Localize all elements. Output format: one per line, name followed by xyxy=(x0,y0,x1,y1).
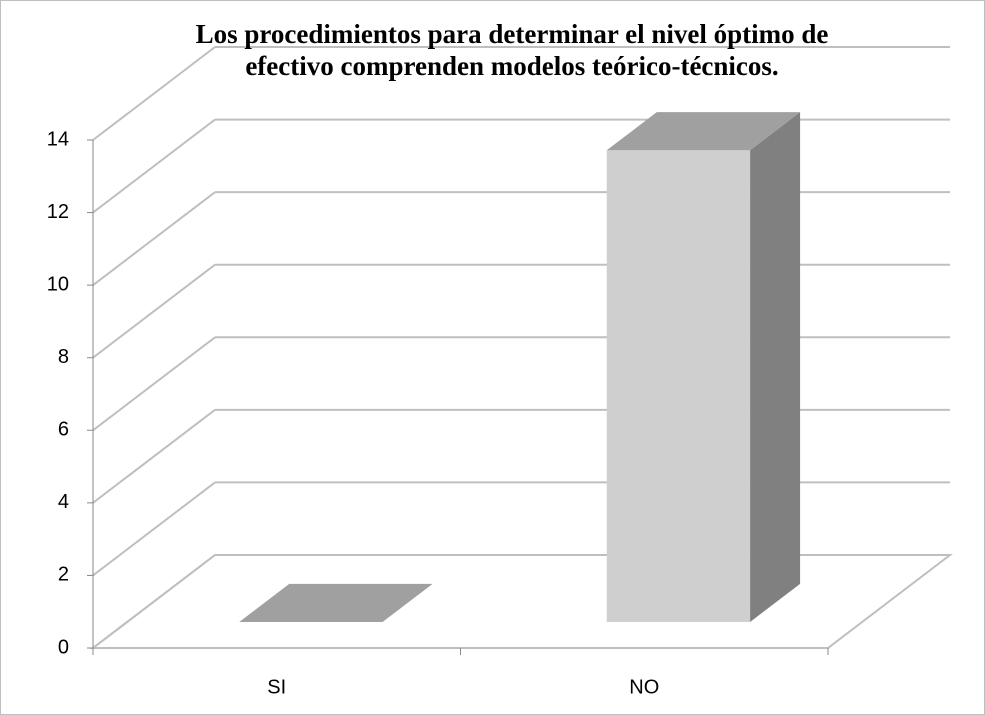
grid-line-side xyxy=(92,46,216,141)
y-tick-label: 12 xyxy=(47,201,69,223)
grid-line-side xyxy=(92,409,216,504)
y-tick-label: 10 xyxy=(47,273,69,295)
y-tick-label: 8 xyxy=(58,346,69,368)
bar-side xyxy=(750,112,801,622)
grid-line-side xyxy=(92,554,216,649)
y-tick-label: 14 xyxy=(47,128,69,150)
floor xyxy=(90,554,953,649)
x-tick-label: NO xyxy=(629,676,659,698)
y-tick-label: 6 xyxy=(58,419,69,441)
bar-top xyxy=(606,112,801,151)
y-tick-label: 0 xyxy=(58,636,69,658)
grid-line-side xyxy=(92,263,216,359)
y-tick-label: 2 xyxy=(58,564,69,586)
grid-line-side xyxy=(92,481,216,577)
grid-line-side xyxy=(92,191,216,286)
bar-front xyxy=(606,150,751,622)
bar-top xyxy=(239,583,433,622)
x-tick-label: SI xyxy=(267,676,286,698)
y-tick-label: 4 xyxy=(58,491,69,513)
grid-line-side xyxy=(92,336,216,432)
chart-title: Los procedimientos para determinar el ni… xyxy=(195,19,829,81)
grid-line-side xyxy=(92,118,216,214)
